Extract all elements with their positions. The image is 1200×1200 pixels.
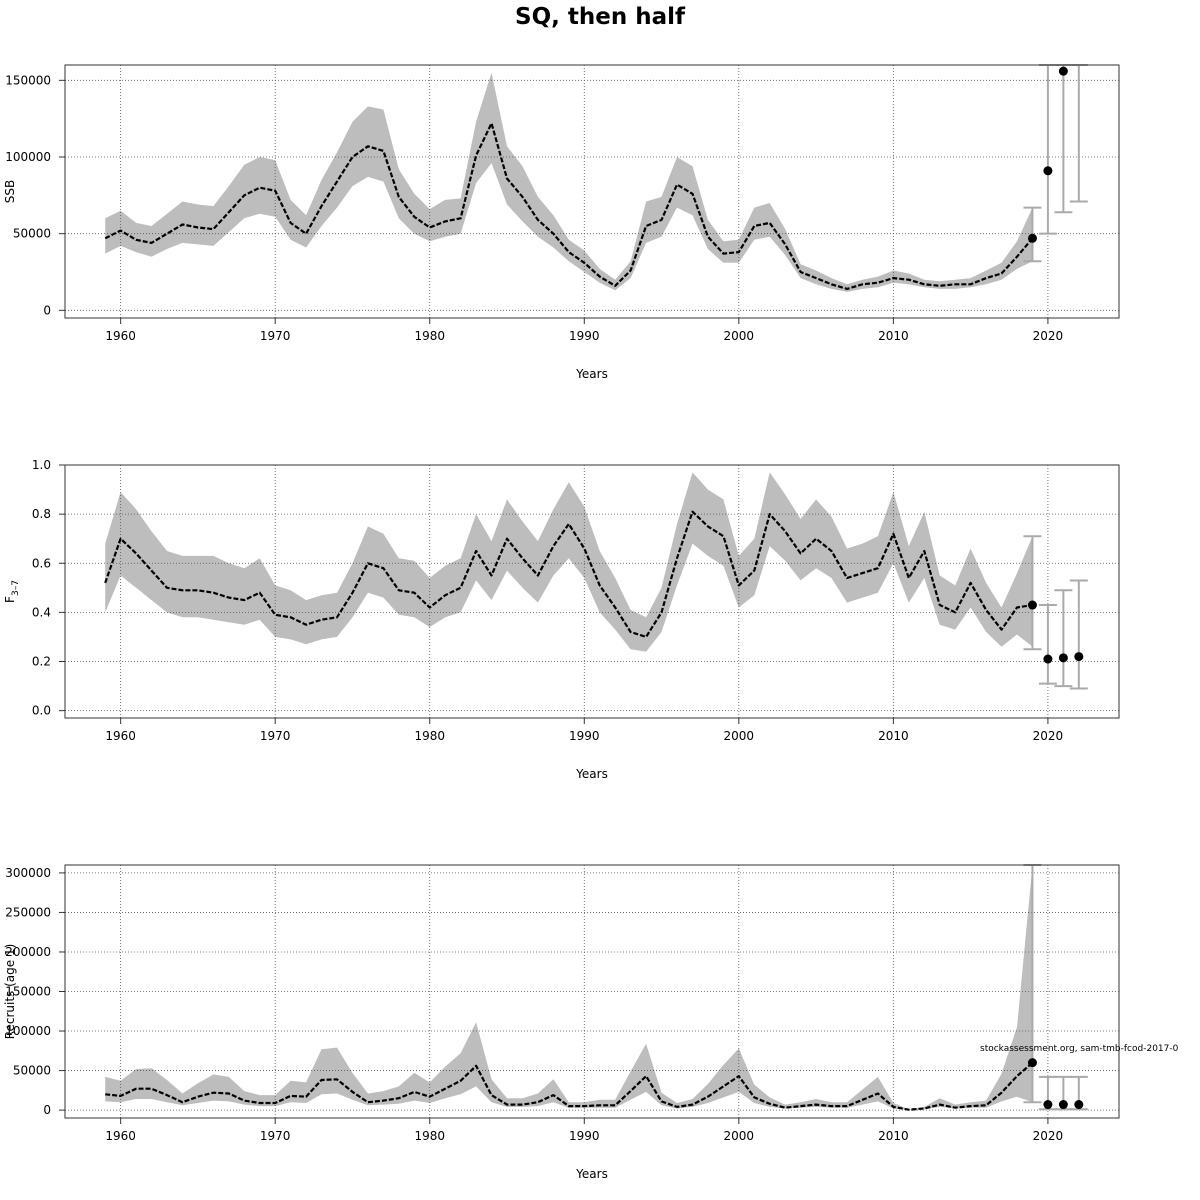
recruitment-ytick-label-5: 250000 [5,905,51,919]
recruitment-forecast-point-2021 [1058,1100,1068,1110]
ssb-panel: 1960 1970 1980 1990 2000 2010 2020 0 50000 100000… [3,64,1120,381]
ssb-yaxis-label: SSB [3,180,17,203]
recruitment-forecast-point-2020 [1043,1100,1053,1110]
fbar-xtick-label-1980: 1980 [414,729,445,743]
recruitment-confidence-band [105,865,1033,1110]
recruitment-ytick-label-3: 150000 [5,985,51,999]
ssb-ytick-label-3: 150000 [5,73,51,87]
fbar-forecast-interval-2021 [1054,589,1073,688]
recruitment-xtick-label-1970: 1970 [260,1129,291,1143]
fbar-estimate-line [104,510,1033,639]
recruitment-xtick-label-1960: 1960 [105,1129,136,1143]
fbar-xtick-label-2010: 2010 [878,729,909,743]
ssb-ytick-label-2: 100000 [5,150,51,164]
ssb-confidence-band [105,72,1033,292]
recruitment-xaxis-label: Years [575,1167,608,1181]
fbar-forecast-point-2019 [1027,600,1037,610]
credit-text: stockassessment.org, sam-tmb-fcod-2017-0 [980,1044,1179,1054]
recruitment-xtick-label-2020: 2020 [1033,1129,1064,1143]
fbar-ytick-label-3: 0.6 [32,556,51,570]
ssb-xtick-label-2000: 2000 [724,329,755,343]
recruitment-xtick-label-2000: 2000 [724,1129,755,1143]
fbar-xtick-label-1960: 1960 [105,729,136,743]
ssb-xtick-label-1970: 1970 [260,329,291,343]
recruitment-ytick-label-2: 100000 [5,1024,51,1038]
recruitment-xtick-label-1990: 1990 [569,1129,600,1143]
ssb-xtick-label-1960: 1960 [105,329,136,343]
chart-title: SQ, then half [515,4,686,30]
ssb-xtick-label-1980: 1980 [414,329,445,343]
fbar-panel: 1960 1970 1980 1990 2000 2010 2020 0.0 0.2 0.4 0.6… [3,458,1120,781]
fbar-plot-frame [64,464,1120,719]
recruitment-estimate-line [105,1061,1034,1111]
fbar-ytick-label-5: 1.0 [32,458,51,472]
fbar-xtick-label-1990: 1990 [569,729,600,743]
fbar-forecast-interval-2022 [1069,579,1088,690]
ssb-forecast-point-2020 [1043,166,1053,176]
ssb-xaxis-label: Years [575,367,608,381]
fbar-ytick-label-1: 0.2 [32,655,51,669]
fbar-yaxis-label: F3–7 [3,580,21,603]
fbar-forecast-point-2021 [1058,653,1068,663]
recruitment-xtick-label-1980: 1980 [414,1129,445,1143]
fbar-forecast-point-2020 [1043,654,1053,664]
ssb-ytick-label-0: 0 [43,303,51,317]
ssb-plot-frame [64,64,1120,319]
fbar-forecast-point-2022 [1074,652,1084,662]
fbar-ytick-label-2: 0.4 [32,605,51,619]
fbar-ytick-label-4: 0.8 [32,507,51,521]
recruitment-forecast-point-2019 [1027,1058,1037,1068]
ssb-xtick-label-2010: 2010 [878,329,909,343]
ssb-forecast-interval-2022 [1069,64,1088,203]
ssb-forecast-interval-2020 [1038,64,1057,235]
ssb-forecast-interval-2021 [1054,64,1073,214]
ssb-xtick-label-2020: 2020 [1033,329,1064,343]
recruitment-ytick-label-0: 0 [43,1103,51,1117]
fbar-confidence-band [105,472,1033,652]
recruitment-ytick-label-4: 200000 [5,945,51,959]
recruitment-ytick-label-1: 50000 [13,1064,51,1078]
fbar-xtick-label-1970: 1970 [260,729,291,743]
fbar-xaxis-label: Years [575,767,608,781]
fbar-ytick-label-0: 0.0 [32,704,51,718]
recruitment-yaxis-label: Recruits (age 1) [3,944,17,1040]
recruitment-xtick-label-2010: 2010 [878,1129,909,1143]
fbar-xtick-label-2020: 2020 [1033,729,1064,743]
ssb-forecast-point-2021 [1058,66,1068,76]
ssb-forecast-point-2019 [1027,233,1037,243]
fbar-forecast-interval-2019 [1023,535,1042,651]
fbar-forecast-interval-2020 [1038,604,1057,685]
recruitment-ytick-label-6: 300000 [5,866,51,880]
recruitment-forecast-point-2022 [1074,1100,1084,1110]
recruitment-panel: 1960 1970 1980 1990 2000 2010 2020 0 50000 100000… [3,864,1120,1181]
ssb-xtick-label-1990: 1990 [569,329,600,343]
ssb-ytick-label-1: 50000 [13,227,51,241]
fbar-xtick-label-2000: 2000 [724,729,755,743]
